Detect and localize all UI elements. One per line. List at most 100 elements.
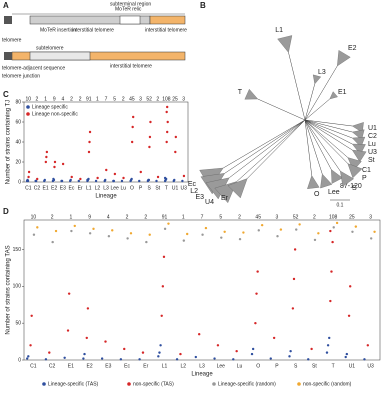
- count-label: 2: [122, 96, 125, 102]
- clade-label: C1: [362, 167, 371, 174]
- point: [141, 351, 145, 354]
- point: [107, 235, 111, 238]
- point: [32, 233, 36, 236]
- point: [79, 177, 82, 181]
- point: [185, 232, 189, 236]
- point: [70, 175, 73, 179]
- point: [255, 292, 258, 295]
- x-tick-label: C2: [49, 363, 56, 369]
- annotation: telomere-adjacent sequence: [2, 65, 65, 71]
- annotation: interstitial telomere: [110, 63, 152, 69]
- point: [149, 120, 152, 124]
- clade-label: U4: [205, 199, 214, 206]
- count-label: 25: [349, 214, 355, 220]
- point: [36, 226, 39, 229]
- clade: [307, 175, 320, 189]
- count-label: 3: [369, 214, 372, 220]
- count-label: 10: [31, 214, 37, 220]
- clade-label: U1: [368, 125, 377, 132]
- legend-swatch: [26, 105, 30, 109]
- point: [332, 226, 335, 229]
- y-tick-label: 50: [15, 320, 21, 326]
- clade-label: Lee: [328, 189, 340, 196]
- point: [354, 225, 358, 228]
- x-tick-label: C1: [30, 363, 37, 369]
- point: [256, 270, 259, 273]
- point: [329, 229, 332, 233]
- point: [204, 226, 208, 230]
- point: [148, 145, 151, 149]
- x-axis-label: Lineage: [191, 372, 213, 378]
- x-tick-label: L3: [199, 363, 205, 369]
- point: [104, 178, 107, 182]
- point: [111, 229, 114, 232]
- x-tick-label: L3: [103, 185, 109, 191]
- point: [163, 176, 167, 180]
- scale-label: 0.1: [337, 202, 344, 208]
- point: [45, 155, 48, 159]
- point: [179, 352, 182, 356]
- point: [148, 233, 151, 236]
- point: [335, 221, 339, 225]
- point: [126, 237, 129, 240]
- branch: [304, 119, 353, 145]
- point: [112, 179, 116, 183]
- point: [313, 238, 317, 242]
- clade: [351, 149, 367, 163]
- point: [251, 347, 255, 351]
- y-tick-label: 20: [15, 159, 21, 165]
- x-tick-label: P: [139, 185, 143, 191]
- panel-label: C: [3, 90, 9, 99]
- point: [165, 110, 168, 114]
- point: [289, 349, 292, 353]
- clade-label: E3: [195, 194, 204, 201]
- point: [85, 336, 88, 340]
- point: [182, 174, 186, 178]
- x-tick-label: L1: [86, 185, 92, 191]
- relic-block: [119, 15, 141, 25]
- point: [298, 223, 301, 226]
- branch: [304, 119, 353, 133]
- clade: [337, 50, 351, 67]
- plot-frame: [23, 219, 381, 361]
- point: [254, 321, 257, 325]
- point: [161, 285, 165, 288]
- point: [165, 130, 169, 134]
- point: [162, 255, 166, 259]
- point: [173, 178, 176, 182]
- clade-label: L3: [318, 69, 326, 76]
- branch: [304, 119, 341, 172]
- point: [105, 168, 108, 172]
- x-tick-label: E3: [105, 363, 111, 369]
- count-label: 52: [146, 96, 152, 102]
- point: [130, 140, 134, 144]
- annotation: subterminal region: [110, 1, 151, 7]
- point: [349, 285, 352, 288]
- point: [131, 125, 134, 129]
- clade: [244, 88, 259, 100]
- branch: [304, 98, 330, 121]
- point: [119, 358, 123, 361]
- x-tick-label: Lu: [237, 363, 243, 369]
- count-label: 2: [36, 96, 39, 102]
- point: [295, 228, 298, 231]
- point: [165, 105, 169, 109]
- x-tick-label: St: [312, 363, 317, 369]
- branch: [236, 119, 306, 182]
- point: [30, 314, 33, 317]
- x-tick-label: St: [155, 185, 160, 191]
- point: [67, 292, 71, 295]
- legend-swatch: [212, 382, 216, 386]
- x-tick-label: Ec: [124, 363, 130, 369]
- count-label: 108: [162, 96, 171, 102]
- count-label: 9: [53, 96, 56, 102]
- point: [223, 230, 226, 233]
- annotation: telomere: [2, 37, 22, 43]
- point: [345, 352, 349, 356]
- x-tick-label: U3: [367, 363, 374, 369]
- point: [373, 230, 376, 233]
- point: [104, 340, 107, 343]
- clade: [312, 74, 322, 85]
- point: [174, 150, 177, 154]
- point: [310, 347, 313, 351]
